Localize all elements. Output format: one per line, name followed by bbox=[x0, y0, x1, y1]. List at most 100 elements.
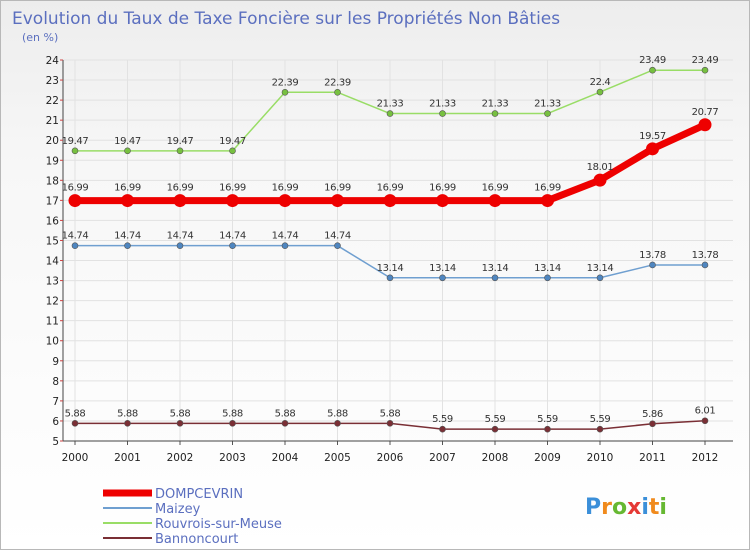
data-label-maizey: 14.74 bbox=[272, 231, 299, 242]
y-tick-label: 11 bbox=[46, 316, 59, 328]
proxiti-letter: o bbox=[612, 495, 627, 520]
data-label-dompcevrin: 16.99 bbox=[482, 183, 509, 194]
data-point-rouvrois-sur-meuse bbox=[176, 147, 184, 155]
data-label-maizey: 13.14 bbox=[534, 263, 561, 274]
data-point-dompcevrin bbox=[383, 194, 397, 208]
data-label-dompcevrin: 16.99 bbox=[534, 183, 561, 194]
data-point-rouvrois-sur-meuse bbox=[596, 88, 604, 96]
data-point-rouvrois-sur-meuse bbox=[124, 147, 131, 155]
data-label-rouvrois-sur-meuse: 21.33 bbox=[429, 99, 456, 110]
data-point-maizey bbox=[439, 274, 446, 282]
y-tick-label: 21 bbox=[46, 115, 59, 127]
data-label-rouvrois-sur-meuse: 21.33 bbox=[482, 99, 509, 110]
proxiti-letter: t bbox=[649, 495, 660, 520]
data-point-bannoncourt bbox=[491, 425, 499, 433]
data-label-dompcevrin: 16.99 bbox=[219, 183, 246, 194]
data-point-bannoncourt bbox=[71, 420, 79, 427]
data-label-rouvrois-sur-meuse: 23.49 bbox=[692, 55, 719, 66]
data-label-rouvrois-sur-meuse: 22.39 bbox=[272, 77, 299, 88]
data-point-bannoncourt bbox=[596, 425, 604, 433]
data-label-maizey: 14.74 bbox=[62, 231, 89, 242]
x-tick-label: 2007 bbox=[429, 452, 456, 464]
data-point-rouvrois-sur-meuse bbox=[491, 110, 499, 117]
data-point-dompcevrin bbox=[68, 194, 82, 208]
data-label-bannoncourt: 5.59 bbox=[485, 414, 506, 425]
data-label-rouvrois-sur-meuse: 19.47 bbox=[62, 136, 89, 147]
data-point-maizey bbox=[334, 242, 341, 249]
y-tick-label: 6 bbox=[52, 416, 59, 428]
data-label-rouvrois-sur-meuse: 23.49 bbox=[639, 55, 666, 66]
data-label-dompcevrin: 16.99 bbox=[272, 183, 299, 194]
proxiti-letter: r bbox=[601, 495, 612, 520]
data-point-bannoncourt bbox=[701, 417, 709, 425]
data-point-dompcevrin bbox=[121, 194, 134, 208]
data-point-rouvrois-sur-meuse bbox=[386, 110, 394, 117]
y-tick-label: 10 bbox=[46, 336, 59, 348]
x-tick-label: 2010 bbox=[587, 452, 614, 464]
data-label-dompcevrin: 16.99 bbox=[324, 183, 351, 194]
data-label-maizey: 14.74 bbox=[114, 231, 141, 242]
data-label-bannoncourt: 6.01 bbox=[695, 406, 716, 417]
data-point-maizey bbox=[124, 242, 131, 249]
data-point-dompcevrin bbox=[331, 194, 344, 208]
data-point-maizey bbox=[386, 274, 394, 282]
data-point-maizey bbox=[596, 274, 604, 282]
data-label-maizey: 14.74 bbox=[167, 231, 194, 242]
data-point-maizey bbox=[281, 242, 289, 249]
data-point-maizey bbox=[71, 242, 79, 249]
proxiti-wordmark: Proxiti bbox=[585, 495, 667, 520]
data-label-dompcevrin: 16.99 bbox=[429, 183, 456, 194]
x-tick-label: 2000 bbox=[62, 452, 89, 464]
data-label-maizey: 14.74 bbox=[324, 231, 351, 242]
data-label-bannoncourt: 5.86 bbox=[642, 409, 663, 420]
axes: 5 6 7 8 9 10 11 12 13 14 15 16 17 18 19 20 21 22 23 24 2000 2… bbox=[46, 55, 733, 464]
data-label-maizey: 13.14 bbox=[429, 263, 456, 274]
proxiti-letter: x bbox=[627, 495, 641, 520]
proxiti-letter: P bbox=[585, 495, 601, 520]
data-point-rouvrois-sur-meuse bbox=[701, 66, 709, 74]
data-label-bannoncourt: 5.88 bbox=[327, 408, 348, 419]
data-label-rouvrois-sur-meuse: 19.47 bbox=[114, 136, 141, 147]
data-label-rouvrois-sur-meuse: 22.39 bbox=[324, 77, 351, 88]
data-label-maizey: 13.78 bbox=[692, 250, 719, 261]
data-point-dompcevrin bbox=[173, 194, 187, 208]
x-tick-label: 2004 bbox=[272, 452, 299, 464]
data-point-maizey bbox=[491, 274, 499, 282]
data-point-bannoncourt bbox=[124, 420, 131, 427]
y-tick-label: 24 bbox=[46, 55, 60, 67]
y-tick-label: 15 bbox=[46, 235, 59, 247]
y-tick-label: 14 bbox=[46, 256, 60, 268]
data-label-maizey: 13.78 bbox=[639, 250, 666, 261]
data-label-rouvrois-sur-meuse: 21.33 bbox=[377, 99, 404, 110]
data-point-bannoncourt bbox=[386, 420, 394, 427]
y-tick-label: 7 bbox=[52, 396, 59, 408]
x-tick-label: 2009 bbox=[534, 452, 561, 464]
proxiti-letter: i bbox=[641, 495, 649, 520]
y-tick-label: 22 bbox=[46, 95, 59, 107]
chart-subtitle: (en %) bbox=[22, 31, 58, 44]
data-label-rouvrois-sur-meuse: 22.4 bbox=[590, 77, 611, 88]
y-tick-label: 13 bbox=[46, 276, 59, 288]
data-label-bannoncourt: 5.59 bbox=[537, 414, 558, 425]
data-label-bannoncourt: 5.88 bbox=[170, 408, 191, 419]
data-point-bannoncourt bbox=[544, 425, 551, 433]
data-point-rouvrois-sur-meuse bbox=[71, 147, 79, 155]
y-tick-label: 17 bbox=[46, 195, 59, 207]
data-point-dompcevrin bbox=[226, 194, 239, 208]
data-point-bannoncourt bbox=[439, 425, 446, 433]
data-point-maizey bbox=[544, 274, 551, 282]
y-tick-label: 12 bbox=[46, 296, 59, 308]
data-label-bannoncourt: 5.88 bbox=[117, 408, 138, 419]
data-point-rouvrois-sur-meuse bbox=[334, 88, 341, 96]
data-point-bannoncourt bbox=[334, 420, 341, 427]
y-tick-label: 20 bbox=[46, 135, 59, 147]
data-label-bannoncourt: 5.88 bbox=[222, 408, 243, 419]
y-tick-label: 19 bbox=[46, 155, 59, 167]
legend: DOMPCEVRINMaizeyRouvrois-sur-MeuseBannon… bbox=[103, 487, 282, 547]
legend-label-dompcevrin: DOMPCEVRIN bbox=[155, 487, 243, 502]
data-point-rouvrois-sur-meuse bbox=[281, 88, 289, 96]
x-tick-label: 2006 bbox=[377, 452, 404, 464]
y-tick-label: 16 bbox=[46, 215, 60, 227]
